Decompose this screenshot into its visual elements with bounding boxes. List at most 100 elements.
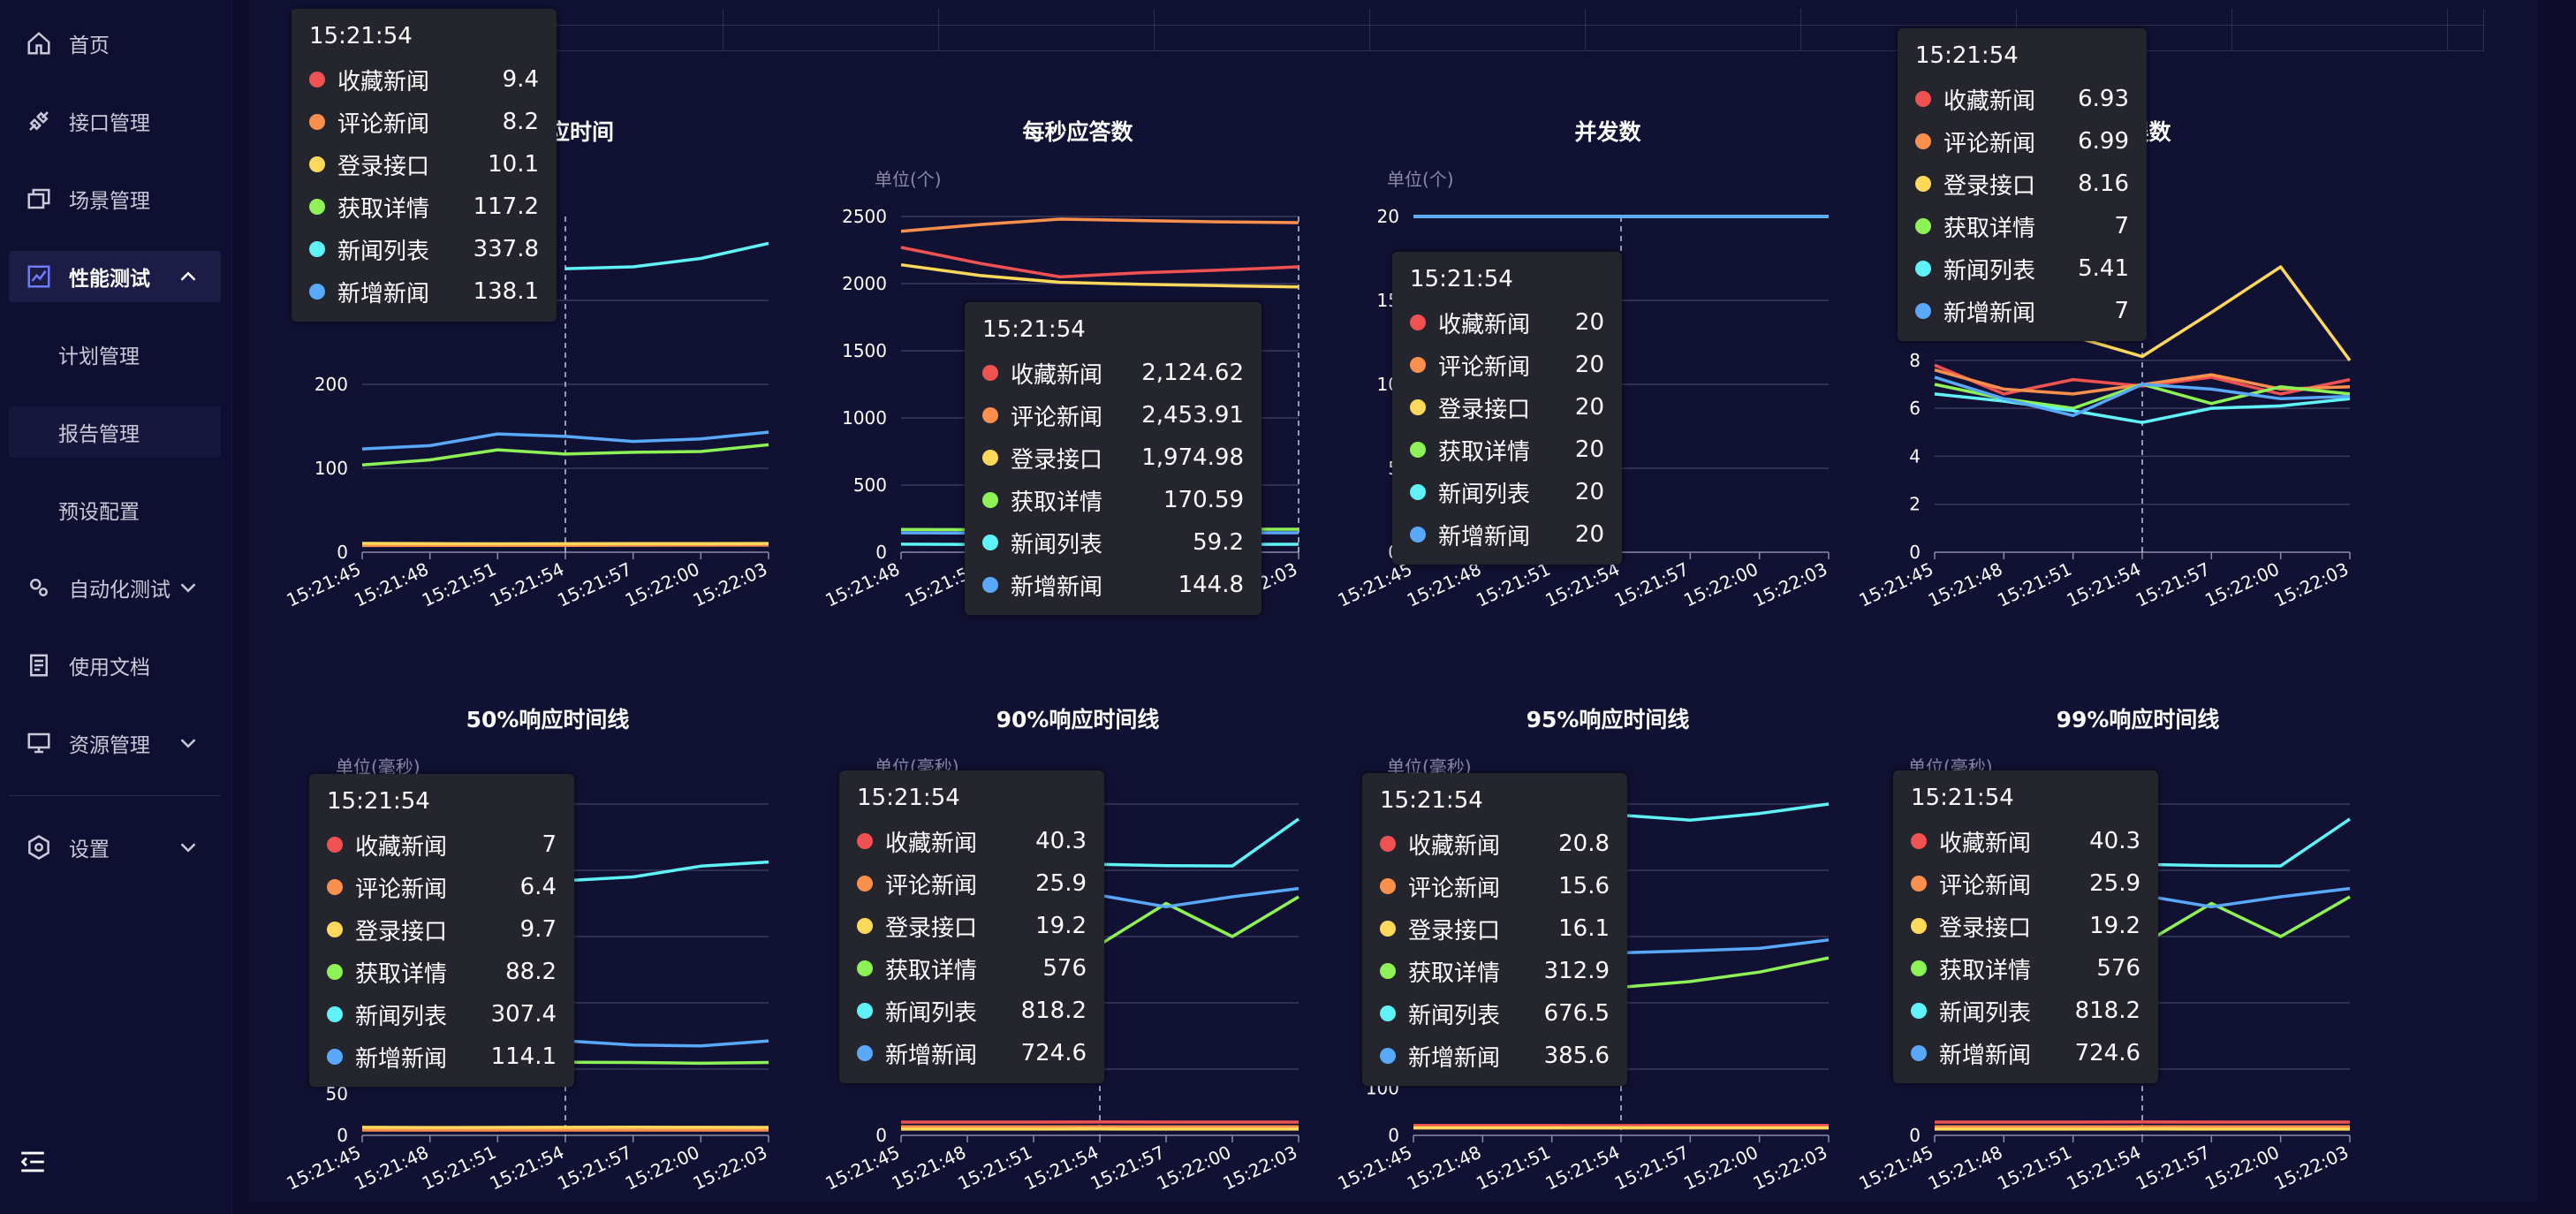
sidebar-item-report[interactable]: 报告管理	[9, 406, 221, 458]
y-tick-label: 6	[1909, 398, 1921, 419]
x-tick-label: 15:21:54	[2064, 1142, 2145, 1195]
collapse-sidebar-icon[interactable]	[18, 1147, 48, 1177]
tooltip-row: 登录接口 16.1	[1380, 907, 1610, 950]
tooltip-series-name: 获取详情	[355, 960, 448, 988]
y-tick-label: 0	[1909, 542, 1921, 563]
tooltip-series-name: 获取详情	[337, 195, 430, 223]
chevron-up-icon[interactable]	[175, 263, 201, 290]
line-chart[interactable]: 0246815:21:4515:21:4815:21:5115:21:5415:…	[1856, 115, 2385, 618]
x-tick-label: 15:22:00	[622, 1142, 703, 1195]
x-tick-label: 15:21:48	[351, 558, 432, 611]
series-line	[2141, 895, 2351, 946]
sidebar-divider	[9, 795, 221, 796]
tooltip-series-name: 登录接口	[1408, 917, 1501, 945]
series-line	[900, 217, 1299, 233]
x-tick-label: 15:21:57	[1087, 1142, 1169, 1195]
sidebar-item-automation[interactable]: 自动化测试	[9, 562, 221, 613]
x-tick-label: 15:22:00	[1680, 1142, 1762, 1195]
legend-dot	[982, 535, 998, 550]
tooltip-value: 576	[1042, 955, 1087, 982]
tooltip-series-name: 评论新闻	[337, 110, 430, 138]
tooltip-series-name: 新闻列表	[1943, 257, 2036, 285]
settings-icon	[23, 831, 55, 863]
api-icon	[23, 105, 55, 137]
tooltip-series-name: 收藏新闻	[337, 68, 430, 95]
chart-tooltip: 15:21:54 收藏新闻 20.8 评论新闻 15.6 登录接口 16.1 获取详情 312.…	[1362, 773, 1627, 1086]
x-tick-label: 15:22:00	[1154, 1142, 1235, 1195]
series-line	[2141, 817, 2351, 868]
tooltip-series-name: 新增新闻	[1408, 1044, 1501, 1072]
tooltip-row: 登录接口 1,974.98	[982, 436, 1244, 479]
sidebar-item-resources[interactable]: 资源管理	[9, 717, 221, 769]
tooltip-series-name: 评论新闻	[1943, 130, 2036, 157]
x-tick-label: 15:22:03	[1220, 1142, 1301, 1195]
tooltip-row: 新增新闻 385.6	[1380, 1035, 1610, 1077]
tooltip-row: 收藏新闻 6.93	[1915, 78, 2129, 120]
tooltip-row: 评论新闻 25.9	[1911, 862, 2140, 905]
chart-tooltip: 15:21:54 收藏新闻 20 评论新闻 20 登录接口 20 获取详情 20 新闻列表 20 新增…	[1392, 252, 1622, 565]
chevron-down-icon[interactable]	[175, 730, 201, 756]
line-chart[interactable]: 单位(毫秒)010015:21:4515:21:4815:21:5115:21:…	[1335, 702, 1855, 1206]
tooltip-value: 19.2	[1035, 913, 1087, 939]
tooltip-value: 818.2	[1020, 998, 1087, 1024]
x-tick-label: 15:21:51	[419, 1142, 500, 1195]
series-line	[1099, 895, 1299, 946]
tooltip-row: 获取详情 170.59	[982, 479, 1244, 521]
y-tick-label: 0	[875, 542, 887, 563]
chevron-down-icon[interactable]	[175, 834, 201, 861]
sidebar-item-performance[interactable]: 性能测试	[9, 251, 221, 302]
x-tick-label: 15:21:51	[1473, 1142, 1554, 1195]
tooltip-row: 收藏新闻 2,124.62	[982, 352, 1244, 394]
legend-dot	[982, 450, 998, 466]
series-line	[1620, 938, 1830, 955]
x-tick-label: 15:21:48	[1925, 1142, 2006, 1195]
tooltip-value: 2,124.62	[1141, 360, 1244, 386]
legend-dot	[982, 365, 998, 381]
sidebar-item-preset[interactable]: 预设配置	[9, 484, 221, 535]
x-tick-label: 15:22:03	[690, 1142, 771, 1195]
sidebar-item-api[interactable]: 接口管理	[9, 95, 221, 147]
sidebar-item-plan[interactable]: 计划管理	[9, 329, 221, 380]
series-line	[1099, 886, 1299, 909]
sidebar-item-scene[interactable]: 场景管理	[9, 173, 221, 224]
chevron-down-icon[interactable]	[175, 574, 201, 601]
tooltip-series-name: 新闻列表	[1939, 999, 2032, 1027]
tooltip-row: 登录接口 20	[1410, 386, 1604, 429]
tooltip-series-name: 新增新闻	[1943, 300, 2036, 327]
tooltip-row: 获取详情 312.9	[1380, 950, 1610, 992]
legend-dot	[1410, 442, 1426, 458]
line-chart[interactable]: 单位(个)0510152015:21:4515:21:4815:21:5115:…	[1335, 115, 1855, 618]
tooltip-row: 新增新闻 114.1	[327, 1036, 557, 1078]
x-tick-label: 15:21:48	[822, 558, 904, 611]
sidebar-item-home[interactable]: 首页	[9, 18, 221, 69]
tooltip-row: 新增新闻 724.6	[1911, 1032, 2140, 1074]
tooltip-row: 评论新闻 6.99	[1915, 120, 2129, 163]
sidebar-item-settings[interactable]: 设置	[9, 822, 221, 873]
series-line	[1620, 802, 1830, 822]
sidebar: 首页 接口管理 场景管理 性能测试 计划管理 报告管理 预设配置 自动化测试	[0, 0, 232, 1214]
tooltip-value: 576	[2096, 955, 2140, 982]
summary-table	[292, 9, 2484, 51]
tooltip-series-name: 新增新闻	[1438, 523, 1531, 550]
tooltip-value: 20	[1574, 436, 1604, 463]
sidebar-item-docs[interactable]: 使用文档	[9, 640, 221, 691]
legend-dot	[1911, 876, 1927, 892]
y-tick-label: 1000	[842, 407, 887, 429]
chart-title: 50%响应时间线	[466, 707, 630, 732]
line-chart[interactable]: 010020030015:21:4515:21:4815:21:5115:21:…	[284, 115, 795, 618]
tooltip-series-name: 收藏新闻	[1408, 832, 1501, 860]
tooltip-series-name: 收藏新闻	[1939, 830, 2032, 857]
tooltip-value: 6.93	[2078, 86, 2129, 112]
tooltip-value: 6.4	[519, 874, 557, 900]
series-line	[361, 430, 769, 451]
tooltip-series-name: 收藏新闻	[1943, 87, 2036, 115]
tooltip-row: 获取详情 117.2	[309, 186, 539, 228]
tooltip-value: 114.1	[490, 1043, 557, 1070]
legend-dot	[1410, 484, 1426, 500]
tooltip-value: 724.6	[2074, 1040, 2140, 1066]
tooltip-value: 20	[1574, 309, 1604, 336]
tooltip-series-name: 评论新闻	[1438, 353, 1531, 381]
tooltip-series-name: 获取详情	[1939, 957, 2032, 984]
tooltip-series-name: 登录接口	[337, 153, 430, 180]
sidebar-item-label: 报告管理	[58, 423, 140, 446]
